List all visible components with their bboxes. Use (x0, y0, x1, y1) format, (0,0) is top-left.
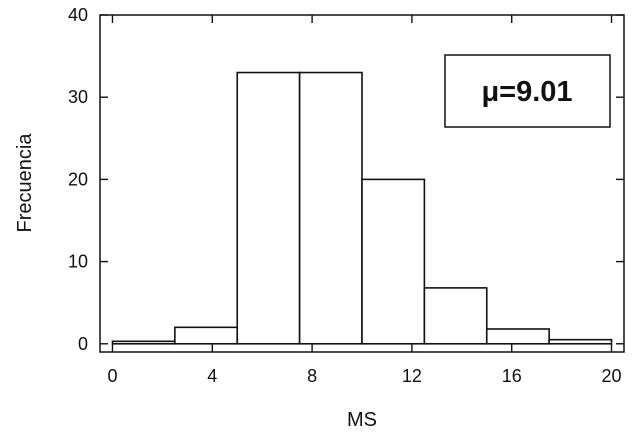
mean-annotation: μ=9.01 (444, 54, 611, 128)
plot-frame (99, 14, 625, 353)
x-tick-label-5: 20 (602, 366, 622, 386)
y-tick-label-1: 10 (68, 252, 88, 272)
histogram-bar-1 (174, 326, 239, 345)
x-tick-label-1: 4 (207, 366, 217, 386)
y-tick-label-2: 20 (68, 169, 88, 189)
y-axis-label: Frecuencia (14, 133, 36, 233)
y-tick-label-0: 0 (78, 334, 88, 354)
x-tick-label-3: 12 (402, 366, 422, 386)
annotation-box (444, 54, 611, 128)
bars-layer (111, 71, 613, 345)
x-tick-label-4: 16 (502, 366, 522, 386)
y-tick-label-3: 30 (68, 87, 88, 107)
histogram-bar-4 (361, 178, 426, 345)
histogram-bar-2 (236, 71, 301, 345)
histogram-bar-3 (298, 71, 363, 345)
x-tick-label-2: 8 (307, 366, 317, 386)
y-tick-label-4: 40 (68, 5, 88, 25)
histogram-bar-0 (111, 340, 176, 345)
x-tick-label-0: 0 (107, 366, 117, 386)
ticks-layer: 0 4 8 12 16 20 0 10 20 30 40 (68, 5, 624, 386)
histogram-bar-7 (548, 338, 613, 345)
histogram-bar-5 (423, 287, 488, 345)
annotation-text: μ=9.01 (481, 76, 572, 108)
x-axis-label: MS (347, 409, 377, 431)
histogram-bar-6 (485, 328, 550, 345)
